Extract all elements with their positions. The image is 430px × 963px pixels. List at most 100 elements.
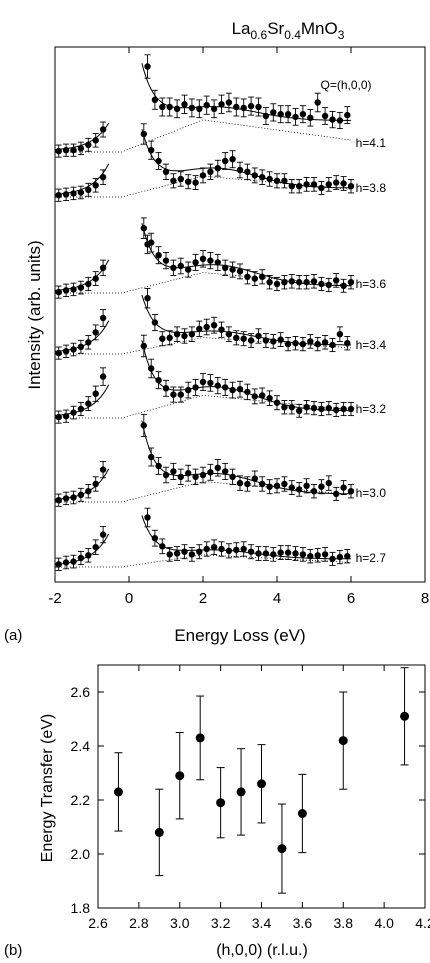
data-point xyxy=(99,466,107,473)
series-label: h=4.1 xyxy=(356,136,387,150)
panel-b-label: (b) xyxy=(4,942,22,959)
data-point xyxy=(188,331,196,338)
data-point xyxy=(173,331,181,338)
data-point xyxy=(281,279,288,286)
data-point xyxy=(255,332,262,340)
data-point xyxy=(284,549,292,556)
data-point xyxy=(62,495,70,502)
data-point xyxy=(336,117,344,124)
panel-b: 2.6 2.8 3.0 3.2 3.4 3.6 3.8 4.0 4.2 1.8 2.0 2.2 2.4 2… xyxy=(4,664,430,959)
y-tick-label: 2.4 xyxy=(71,738,91,754)
data-point xyxy=(159,335,166,342)
data-point xyxy=(270,551,277,558)
data-point xyxy=(92,329,99,336)
data-point xyxy=(340,282,347,289)
series-h=3.4: h=3.4 xyxy=(54,288,386,360)
data-point xyxy=(347,488,355,495)
data-point xyxy=(318,483,325,490)
data-point xyxy=(210,105,218,113)
data-point xyxy=(344,340,351,347)
data-point xyxy=(162,257,170,264)
x-tick-label: 3.6 xyxy=(293,915,313,931)
data-point xyxy=(222,468,229,475)
data-point xyxy=(192,473,199,480)
data-point xyxy=(218,101,225,108)
data-point xyxy=(229,473,236,480)
data-point xyxy=(203,102,210,109)
data-point xyxy=(166,103,173,111)
data-point xyxy=(303,482,310,489)
figure-title: La0.6Sr0.4MnO3 xyxy=(232,19,345,42)
data-point xyxy=(216,798,226,808)
data-point xyxy=(259,480,266,488)
data-point xyxy=(262,337,270,344)
data-point xyxy=(288,183,295,190)
data-point xyxy=(185,266,192,273)
series-h=3.2: h=3.2 xyxy=(54,334,386,424)
panel-b-ticks: 2.6 2.8 3.0 3.2 3.4 3.6 3.8 4.0 4.2 1.8 2.0 2.2 2.4 2… xyxy=(71,665,430,931)
data-point xyxy=(273,280,281,288)
panel-b-xlabel: (h,0,0) (r.l.u.) xyxy=(216,942,308,959)
data-point xyxy=(155,377,162,384)
data-point xyxy=(140,225,147,232)
data-point xyxy=(140,342,147,350)
fit-curve-right xyxy=(141,515,352,560)
data-point xyxy=(222,157,229,165)
data-point xyxy=(99,264,107,271)
data-point xyxy=(244,273,251,280)
data-point xyxy=(170,468,177,475)
data-point xyxy=(207,168,214,175)
data-point xyxy=(344,553,351,560)
data-point xyxy=(310,404,318,412)
data-point xyxy=(77,491,85,498)
data-point xyxy=(259,392,266,399)
data-point xyxy=(251,275,258,282)
data-point xyxy=(288,404,295,411)
data-point xyxy=(244,388,251,396)
data-point xyxy=(166,551,173,558)
data-point xyxy=(155,252,162,259)
data-point xyxy=(55,561,62,568)
x-tick-label: 4 xyxy=(273,590,281,607)
data-point xyxy=(233,546,240,554)
data-point xyxy=(303,279,310,286)
data-point xyxy=(62,287,70,294)
data-point xyxy=(310,488,318,495)
panel-a-plot-area: h=4.1 h=3.8 h=3.6 h=3.4 h=3.2 h=3.0 h=2.7 xyxy=(54,54,387,571)
data-point xyxy=(240,104,247,112)
data-point xyxy=(292,550,299,557)
x-tick-label: 2.6 xyxy=(88,915,108,931)
data-point xyxy=(188,551,196,558)
data-point xyxy=(92,390,99,397)
data-point xyxy=(307,114,314,122)
data-point xyxy=(214,165,221,172)
data-point xyxy=(318,280,325,288)
data-point xyxy=(144,514,151,521)
data-point xyxy=(333,406,340,414)
data-point xyxy=(181,548,188,555)
data-point xyxy=(203,545,210,553)
data-point xyxy=(175,771,185,781)
data-point xyxy=(62,559,70,566)
data-point xyxy=(251,393,258,400)
data-point xyxy=(151,96,159,104)
series-h=3.6: h=3.6 xyxy=(54,217,387,299)
data-point xyxy=(207,469,214,476)
data-point xyxy=(151,535,159,542)
data-point xyxy=(273,399,281,406)
data-point xyxy=(170,177,177,184)
data-point xyxy=(173,550,181,557)
x-tick-label: 3.0 xyxy=(170,915,190,931)
data-point xyxy=(266,175,273,183)
data-point xyxy=(70,494,77,501)
series-label: h=3.6 xyxy=(356,277,387,291)
data-point xyxy=(181,101,188,108)
panel-a-x-ticks: -2 0 2 4 6 8 xyxy=(48,47,429,607)
x-tick-label: 4.2 xyxy=(415,915,430,931)
data-point xyxy=(85,186,92,193)
data-point xyxy=(292,340,299,347)
data-point xyxy=(85,280,92,288)
data-point xyxy=(196,105,203,113)
panel-b-plot-area xyxy=(113,667,410,894)
data-point xyxy=(225,331,233,338)
